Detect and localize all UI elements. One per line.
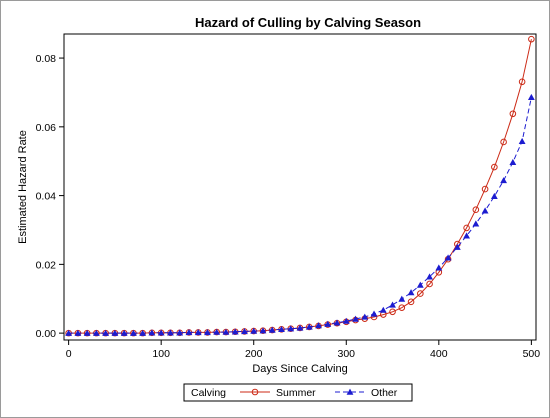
x-tick-label: 400 <box>430 348 448 360</box>
data-point-other <box>92 329 100 336</box>
data-point-other <box>194 329 202 336</box>
series-summer <box>65 35 535 337</box>
data-point-other <box>278 325 285 333</box>
data-point-other <box>139 329 147 336</box>
data-point-summer <box>481 185 489 193</box>
series-other <box>65 93 535 336</box>
data-point-other <box>74 329 82 336</box>
y-tick-label: 0.06 <box>36 122 57 134</box>
data-point-other <box>407 289 415 296</box>
legend-label-other: Other <box>371 387 398 399</box>
series-line-summer <box>68 39 532 334</box>
data-point-other <box>518 137 526 144</box>
data-point-other <box>361 313 369 320</box>
legend-label-summer: Summer <box>276 387 316 399</box>
data-point-summer <box>417 290 424 297</box>
data-point-other <box>268 326 276 333</box>
legend: Calving Summer Other <box>183 383 413 402</box>
data-point-summer <box>389 308 396 316</box>
data-point-summer <box>463 224 470 232</box>
data-point-other <box>231 328 239 335</box>
data-point-summer <box>509 110 517 118</box>
data-point-other <box>500 177 508 184</box>
data-point-other <box>305 323 313 330</box>
data-point-other <box>111 329 119 336</box>
data-point-other <box>379 306 387 313</box>
x-tick-label: 200 <box>245 348 263 360</box>
data-point-other <box>416 281 424 288</box>
data-point-other <box>130 329 137 336</box>
data-point-other <box>342 317 350 324</box>
data-point-other <box>185 329 193 336</box>
x-axis-label: Days Since Calving <box>252 363 347 375</box>
legend-title: Calving <box>191 387 226 399</box>
y-tick-label: 0.04 <box>36 191 57 203</box>
chart-title: Hazard of Culling by Calving Season <box>195 15 421 30</box>
data-point-other <box>65 329 73 336</box>
y-tick-label: 0.02 <box>36 259 57 271</box>
data-point-other <box>370 310 378 317</box>
data-point-other <box>102 329 110 336</box>
data-point-other <box>527 93 535 100</box>
data-point-summer <box>518 78 526 86</box>
x-tick-label: 100 <box>152 348 170 360</box>
x-tick-label: 0 <box>66 348 72 360</box>
series-line-other <box>68 97 532 334</box>
x-tick-label: 300 <box>338 348 356 360</box>
data-point-other <box>157 329 165 336</box>
data-point-summer <box>491 163 498 171</box>
data-point-other <box>463 232 470 239</box>
data-point-other <box>213 328 221 335</box>
data-point-summer <box>407 298 415 306</box>
x-tick-label: 500 <box>523 348 541 360</box>
data-point-summer <box>398 304 406 311</box>
legend-box <box>183 383 413 402</box>
data-point-other <box>398 295 406 302</box>
data-point-other <box>148 329 156 336</box>
data-point-summer <box>472 206 480 213</box>
y-tick-label: 0.08 <box>36 53 57 65</box>
legend-marker-summer <box>251 388 259 396</box>
data-point-other <box>481 207 489 214</box>
data-point-other <box>176 329 184 336</box>
data-point-other <box>167 329 174 336</box>
data-point-other <box>453 243 461 250</box>
data-point-other <box>444 254 452 261</box>
data-point-other <box>472 220 480 227</box>
data-point-other <box>241 328 248 335</box>
data-point-other <box>426 273 433 280</box>
data-point-other <box>352 315 359 322</box>
data-point-other <box>120 329 128 336</box>
data-point-other <box>490 192 498 200</box>
data-point-other <box>83 329 91 336</box>
data-point-summer <box>500 138 507 146</box>
data-point-other <box>250 327 258 334</box>
legend-marker-other <box>346 388 354 395</box>
data-point-other <box>315 322 322 329</box>
data-point-summer <box>528 35 535 43</box>
x-axis: 0 100 200 300 400 500 <box>66 340 541 360</box>
y-axis: 0.00 0.02 0.04 0.06 0.08 <box>36 53 64 340</box>
data-point-other <box>296 324 304 331</box>
series-layer <box>65 35 535 337</box>
data-point-other <box>324 320 332 327</box>
data-point-other <box>389 301 396 308</box>
y-axis-label: Estimated Hazard Rate <box>17 130 29 244</box>
data-point-other <box>509 158 517 165</box>
data-point-summer <box>426 280 433 288</box>
data-point-other <box>287 325 295 332</box>
data-point-other <box>222 328 230 335</box>
y-tick-label: 0.00 <box>36 328 57 340</box>
plot-area <box>63 33 537 341</box>
data-point-other <box>333 319 341 326</box>
data-point-other <box>435 264 443 271</box>
data-point-other <box>204 329 211 336</box>
data-point-other <box>259 327 267 334</box>
